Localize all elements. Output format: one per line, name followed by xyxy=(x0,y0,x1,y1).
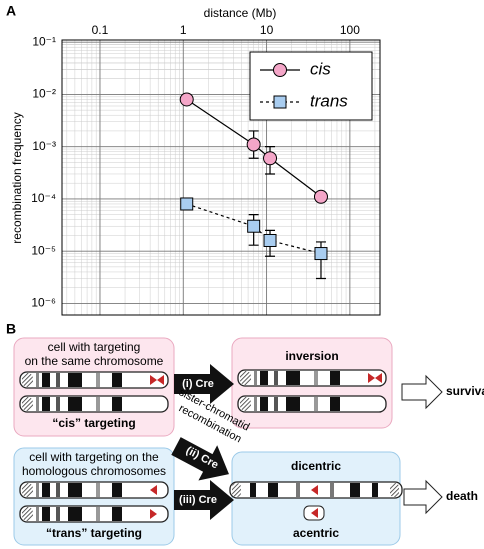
arrow xyxy=(174,480,234,520)
cis-cell-text: on the same chromosome xyxy=(25,354,164,368)
x-tick-label: 100 xyxy=(340,23,360,37)
chromosome xyxy=(19,371,169,389)
y-tick-label: 10⁻⁵ xyxy=(31,243,56,257)
marker xyxy=(179,92,194,107)
survival-label: survival xyxy=(446,384,484,398)
panel-label: B xyxy=(6,321,16,337)
marker xyxy=(247,219,261,233)
arrow-label: (iii) Cre xyxy=(179,494,217,506)
legend-marker xyxy=(273,95,287,109)
panel-label: A xyxy=(6,3,16,19)
outline-arrow xyxy=(403,479,443,515)
legend-marker xyxy=(273,63,287,77)
dicentric-chromosome xyxy=(229,481,403,499)
chromosome xyxy=(19,395,169,413)
y-tick-label: 10⁻¹ xyxy=(32,34,56,48)
loxp xyxy=(150,375,164,385)
marker xyxy=(313,189,328,204)
outline-arrow xyxy=(401,374,443,410)
arrow-label: (i) Cre xyxy=(182,378,214,390)
arrow xyxy=(174,364,234,404)
trans-caption: “trans” targeting xyxy=(46,526,142,540)
loxp xyxy=(311,508,318,518)
x-axis-label: distance (Mb) xyxy=(204,6,277,20)
plot-frame xyxy=(61,39,381,316)
y-tick-label: 10⁻⁶ xyxy=(31,296,56,310)
chromosome xyxy=(19,481,169,499)
cis-caption: “cis” targeting xyxy=(52,416,135,430)
loxp xyxy=(150,485,157,495)
death-label: death xyxy=(446,489,478,503)
legend: cis trans xyxy=(249,51,373,121)
y-tick-label: 10⁻² xyxy=(32,87,56,101)
series-line xyxy=(186,98,322,198)
x-tick-label: 0.1 xyxy=(92,23,109,37)
marker xyxy=(314,247,328,261)
acentric-label: acentric xyxy=(293,526,339,540)
y-tick-label: 10⁻³ xyxy=(32,139,56,153)
loxp xyxy=(150,509,157,519)
legend-label: trans xyxy=(310,91,348,110)
diagram: B cell with targeting on the same chromo… xyxy=(6,321,484,546)
legend-label: cis xyxy=(310,59,331,78)
chromosome xyxy=(237,395,387,413)
arrow xyxy=(171,437,229,481)
chromosome xyxy=(19,505,169,523)
marker xyxy=(263,233,277,247)
cis-cell-text: cell with targeting xyxy=(48,340,141,354)
legend-box xyxy=(249,51,373,121)
marker xyxy=(263,151,278,166)
x-tick-label: 1 xyxy=(180,23,187,37)
plot: 0.1 1 10 100 10⁻¹ 10⁻² 10⁻³ 10⁻⁴ 10⁻⁵ 10⁻⁶ cis tran… xyxy=(31,23,381,316)
chromosome xyxy=(237,369,387,387)
trans-cell-text: homologous chromosomes xyxy=(22,464,166,478)
y-axis-label: recombination frequency xyxy=(10,112,24,243)
x-tick-label: 10 xyxy=(260,23,274,37)
dicentric-label: dicentric xyxy=(291,459,341,473)
y-tick-label: 10⁻⁴ xyxy=(31,191,56,205)
trans-cell-text: cell with targeting on the xyxy=(29,450,159,464)
marker xyxy=(180,197,194,211)
inversion-label: inversion xyxy=(285,349,338,363)
marker xyxy=(246,137,261,152)
loxp xyxy=(368,373,382,383)
